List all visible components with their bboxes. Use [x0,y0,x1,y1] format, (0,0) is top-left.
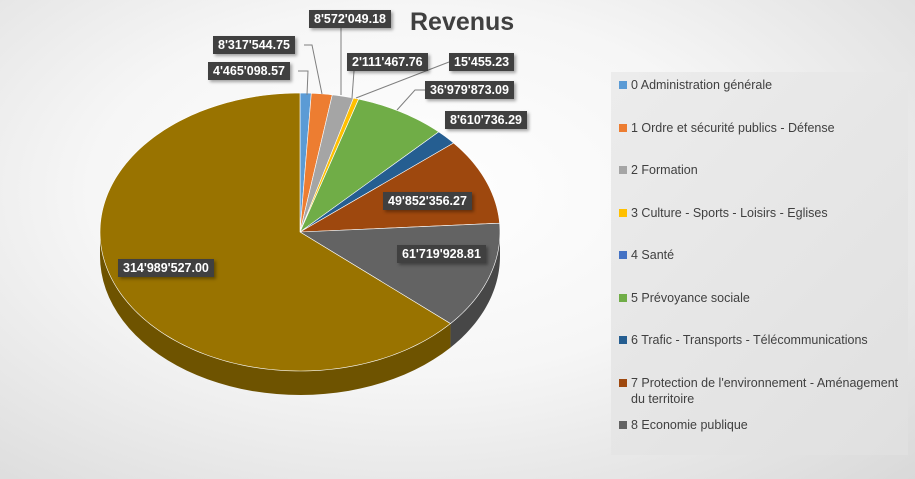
legend-label: 2 Formation [631,163,698,177]
pie-slice [299,98,440,233]
pie-slice [99,92,451,372]
data-label: 314'989'527.00 [118,259,214,277]
data-label: 4'465'098.57 [208,62,290,80]
legend-item: 3 Culture - Sports - Loisirs - Eglises [619,205,904,221]
pie-slice-side [100,232,451,395]
legend-label: 7 Protection de l'environnement - Aménag… [631,376,899,406]
legend-swatch [619,166,627,174]
data-label: 8'317'544.75 [213,36,295,54]
pie-slice-side [450,232,500,348]
legend-swatch [619,251,627,259]
legend-swatch [619,81,627,89]
chart-title: Revenus [410,8,515,36]
legend-swatch [619,336,627,344]
legend-label: 0 Administration générale [631,78,773,92]
data-label: 8'610'736.29 [445,111,527,129]
legend-item: 6 Trafic - Transports - Télécommunicatio… [619,332,904,348]
legend-item: 8 Economie publique [619,417,904,433]
data-label: 49'852'356.27 [383,192,472,210]
legend-swatch [619,124,627,132]
legend-swatch [619,294,627,302]
legend-label: 4 Santé [631,248,675,262]
legend-item: 1 Ordre et sécurité publics - Défense [619,120,904,136]
legend-item: 7 Protection de l'environnement - Aménag… [619,375,904,407]
leader-line [396,89,425,111]
legend-item: 0 Administration générale [619,77,904,93]
leader-line [351,70,355,99]
legend-item: 4 Santé [619,247,904,263]
legend-swatch [619,379,627,387]
data-label: 2'111'467.76 [347,53,428,71]
data-label: 36'979'873.09 [425,81,514,99]
legend-label: 8 Economie publique [631,418,748,432]
legend: 0 Administration générale 1 Ordre et sécu… [611,72,908,455]
pie-slice [299,94,354,233]
data-label: 8'572'049.18 [309,10,391,28]
legend-label: 3 Culture - Sports - Loisirs - Eglises [631,206,828,220]
legend-label: 6 Trafic - Transports - Télécommunicatio… [631,333,868,347]
leader-line [304,44,323,95]
legend-item: 5 Prévoyance sociale [619,290,904,306]
legend-swatch [619,209,627,217]
pie-slice [299,131,455,233]
data-label: 15'455.23 [449,53,515,71]
legend-swatch [619,421,627,429]
leader-line [298,70,309,96]
legend-item: 2 Formation [619,162,904,178]
legend-label: 5 Prévoyance sociale [631,291,750,305]
leader-line [355,61,450,99]
legend-label: 1 Ordre et sécurité publics - Défense [631,121,835,135]
data-label: 61'719'928.81 [397,245,486,263]
